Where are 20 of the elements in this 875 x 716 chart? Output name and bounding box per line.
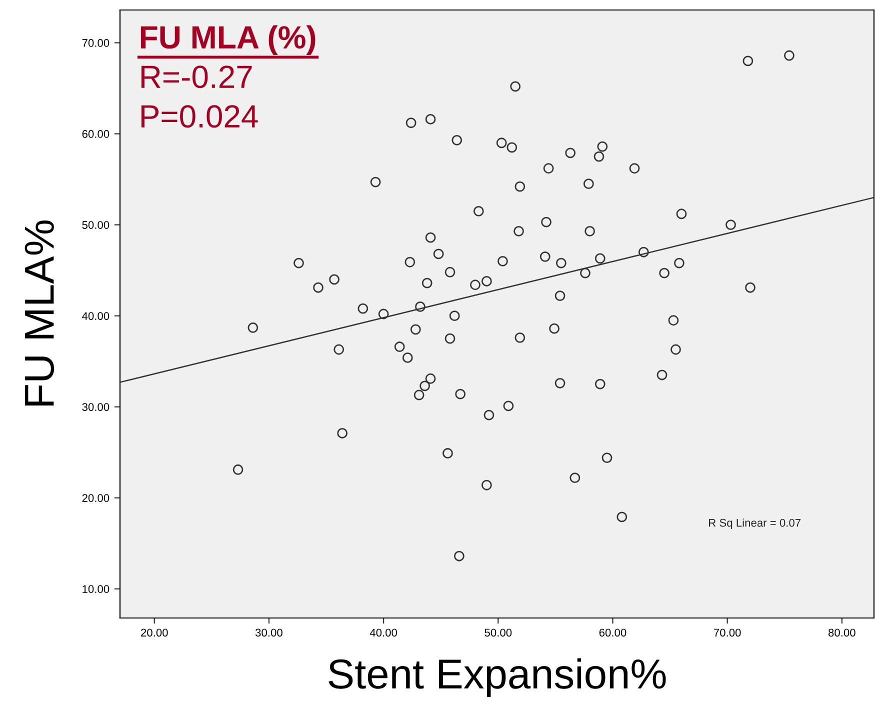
y-tick-label: 70.00 bbox=[82, 39, 110, 47]
y-axis-title: FU MLA% bbox=[24, 220, 54, 406]
x-tick-label: 70.00 bbox=[714, 628, 741, 637]
annotation: R Sq Linear = 0.07 bbox=[709, 518, 801, 529]
annotation: P=0.024 bbox=[141, 105, 258, 128]
y-tick-label: 20.00 bbox=[82, 494, 110, 502]
y-tick-label: 60.00 bbox=[82, 130, 110, 138]
y-tick-label: 40.00 bbox=[82, 312, 110, 320]
x-tick-label: 40.00 bbox=[370, 628, 398, 637]
y-tick-label: 10.00 bbox=[82, 585, 110, 594]
x-tick-label: 30.00 bbox=[255, 628, 282, 637]
y-tick-label: 30.00 bbox=[82, 403, 110, 411]
annotation: FU MLA (%) bbox=[140, 25, 316, 55]
x-axis-title: Stent Expansion% bbox=[328, 658, 666, 698]
x-tick-label: 60.00 bbox=[599, 628, 626, 637]
x-tick-label: 20.00 bbox=[141, 628, 168, 637]
y-tick-label: 50.00 bbox=[82, 221, 110, 229]
x-tick-label: 80.00 bbox=[828, 628, 856, 637]
annotation: R=-0.27 bbox=[141, 66, 252, 88]
x-tick-label: 50.00 bbox=[484, 628, 512, 637]
